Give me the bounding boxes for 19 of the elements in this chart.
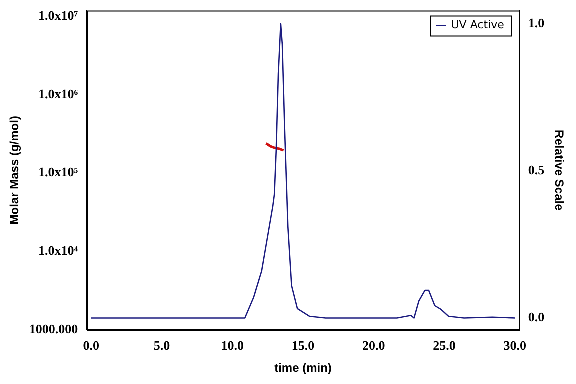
y-tick-label: 1.0x10⁶ [38, 86, 78, 102]
y-tick-label: 1.0x10⁵ [38, 164, 78, 180]
x-axis-title: time (min) [274, 361, 332, 376]
y-tick-label: 1.0x10⁴ [38, 243, 78, 258]
legend-label: UV Active [451, 18, 505, 32]
y2-tick-label: 1.0 [528, 15, 545, 30]
x-tick-label: 25.0 [433, 338, 456, 354]
y2-axis-title: Relative Scale [552, 130, 566, 212]
y2-tick-label: 0.5 [528, 162, 546, 178]
x-tick-label: 30.0 [504, 338, 526, 354]
y-tick-label: 1000.000 [29, 321, 78, 336]
x-tick-label: 5.0 [154, 338, 170, 354]
x-tick-label: 15.0 [292, 338, 315, 354]
y2-tick-label: 0.0 [528, 310, 545, 325]
x-tick-label: 20.0 [362, 338, 386, 354]
x-tick-label: 0.0 [83, 338, 100, 354]
x-tick-label: 10.0 [221, 338, 244, 354]
y-axis-title: Molar Mass (g/mol) [8, 116, 22, 225]
y-tick-label: 1.0x10⁷ [38, 8, 78, 24]
